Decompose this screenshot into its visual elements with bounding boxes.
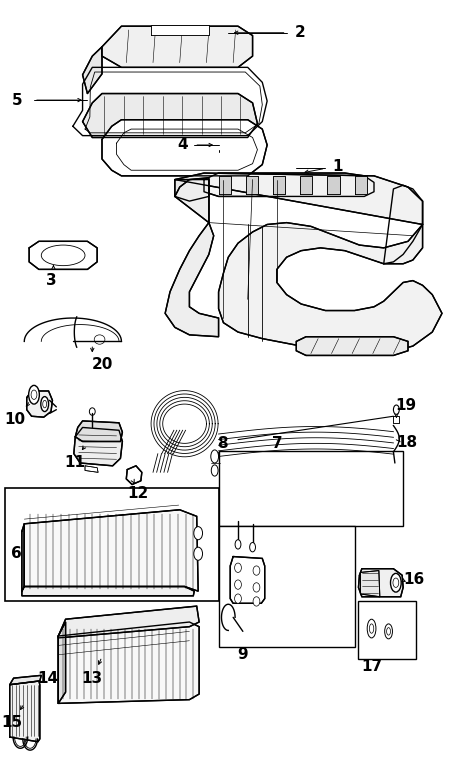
Text: 16: 16 xyxy=(403,572,425,588)
Ellipse shape xyxy=(369,624,374,634)
Polygon shape xyxy=(360,571,380,597)
Text: 1: 1 xyxy=(333,159,343,174)
Polygon shape xyxy=(355,176,367,193)
Ellipse shape xyxy=(43,400,47,408)
Ellipse shape xyxy=(41,245,85,265)
Text: 20: 20 xyxy=(91,357,113,372)
Polygon shape xyxy=(204,173,374,196)
Ellipse shape xyxy=(89,408,95,415)
Polygon shape xyxy=(296,337,408,355)
Polygon shape xyxy=(82,47,102,94)
Polygon shape xyxy=(10,681,40,742)
Bar xyxy=(358,601,416,660)
Bar xyxy=(5,489,218,601)
Polygon shape xyxy=(327,176,339,193)
Text: 2: 2 xyxy=(295,25,306,40)
Ellipse shape xyxy=(29,385,40,404)
Ellipse shape xyxy=(41,397,49,412)
Polygon shape xyxy=(82,94,258,137)
Ellipse shape xyxy=(394,405,399,414)
Polygon shape xyxy=(273,176,285,193)
Text: 13: 13 xyxy=(82,670,103,686)
Ellipse shape xyxy=(390,574,401,592)
Polygon shape xyxy=(22,524,24,591)
Ellipse shape xyxy=(367,619,376,638)
Text: 18: 18 xyxy=(397,435,417,450)
Polygon shape xyxy=(102,26,253,67)
Text: 3: 3 xyxy=(46,273,56,288)
Polygon shape xyxy=(218,176,231,193)
Bar xyxy=(218,451,403,525)
Text: 19: 19 xyxy=(396,398,416,413)
Polygon shape xyxy=(102,120,267,176)
Ellipse shape xyxy=(253,566,260,575)
Polygon shape xyxy=(27,391,52,417)
Ellipse shape xyxy=(194,527,203,540)
Ellipse shape xyxy=(31,390,37,400)
Ellipse shape xyxy=(385,624,392,639)
Ellipse shape xyxy=(235,540,241,549)
Text: 4: 4 xyxy=(177,137,188,153)
Text: 10: 10 xyxy=(4,412,25,426)
Polygon shape xyxy=(175,179,209,201)
Polygon shape xyxy=(74,427,122,466)
Ellipse shape xyxy=(94,335,105,344)
Text: 6: 6 xyxy=(10,546,21,561)
Ellipse shape xyxy=(194,547,203,560)
Polygon shape xyxy=(300,176,312,193)
Ellipse shape xyxy=(235,580,241,589)
Polygon shape xyxy=(58,622,66,703)
Ellipse shape xyxy=(253,597,260,606)
Polygon shape xyxy=(246,176,258,193)
Text: 7: 7 xyxy=(271,436,282,451)
Text: 5: 5 xyxy=(12,93,22,107)
Polygon shape xyxy=(394,416,399,423)
Ellipse shape xyxy=(211,450,218,463)
Polygon shape xyxy=(85,466,98,472)
Polygon shape xyxy=(10,675,41,685)
Ellipse shape xyxy=(253,583,260,592)
Ellipse shape xyxy=(387,627,390,635)
Text: 14: 14 xyxy=(37,670,58,686)
Text: 15: 15 xyxy=(1,715,23,729)
Text: 17: 17 xyxy=(361,660,382,674)
Polygon shape xyxy=(22,587,194,596)
Ellipse shape xyxy=(130,470,138,480)
Polygon shape xyxy=(165,178,218,337)
Polygon shape xyxy=(29,242,97,269)
Text: 8: 8 xyxy=(217,436,228,451)
Polygon shape xyxy=(150,25,209,35)
Ellipse shape xyxy=(235,563,241,572)
Ellipse shape xyxy=(249,542,256,552)
Polygon shape xyxy=(175,173,442,354)
Polygon shape xyxy=(230,557,265,604)
Text: 9: 9 xyxy=(238,647,248,662)
Polygon shape xyxy=(75,421,122,442)
Ellipse shape xyxy=(211,465,218,476)
Polygon shape xyxy=(58,606,199,638)
Text: 12: 12 xyxy=(128,486,149,502)
Polygon shape xyxy=(24,510,198,591)
Text: 11: 11 xyxy=(65,455,86,469)
Polygon shape xyxy=(58,622,199,703)
Ellipse shape xyxy=(393,578,399,588)
Ellipse shape xyxy=(235,594,241,604)
Polygon shape xyxy=(358,568,403,597)
Polygon shape xyxy=(126,466,142,485)
Bar xyxy=(218,525,355,647)
